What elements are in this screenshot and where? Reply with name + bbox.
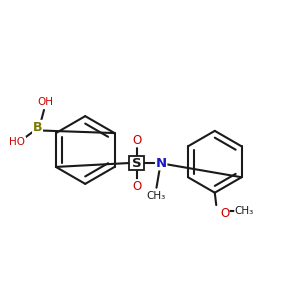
Text: B: B <box>33 121 42 134</box>
Text: CH₃: CH₃ <box>235 206 254 216</box>
Text: O: O <box>132 180 141 193</box>
Text: N: N <box>156 157 167 170</box>
Text: O: O <box>220 207 229 220</box>
Text: O: O <box>132 134 141 147</box>
Text: S: S <box>132 157 142 170</box>
FancyBboxPatch shape <box>129 156 144 170</box>
Text: HO: HO <box>10 137 26 147</box>
Text: OH: OH <box>38 97 54 107</box>
Text: CH₃: CH₃ <box>147 191 166 201</box>
